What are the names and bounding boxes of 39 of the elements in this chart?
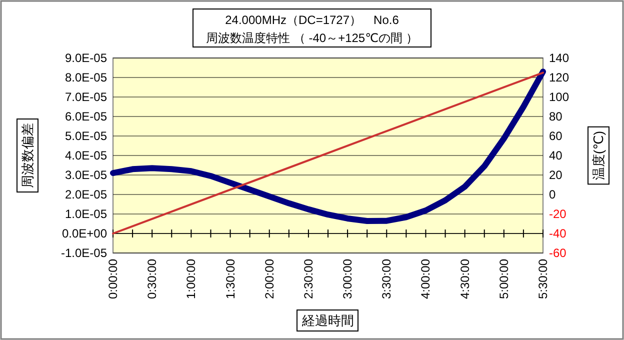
y2-tick-label: 20 xyxy=(549,168,563,182)
y-axis-title: 周波数偏差 xyxy=(20,123,35,188)
x-tick-label: 5:00:00 xyxy=(496,258,511,300)
y2-tick-label: 60 xyxy=(549,129,563,143)
y-tick-label: 7.0E-05 xyxy=(64,90,108,104)
y-tick-label: 4.0E-05 xyxy=(64,148,108,162)
y2-tick-label: 140 xyxy=(549,51,570,65)
y-tick-label: 8.0E-05 xyxy=(64,70,108,84)
chart-subtitle: 周波数温度特性 （ -40～+125℃の間 ） xyxy=(206,31,418,45)
y2-axis-title: 温度(℃) xyxy=(591,130,606,180)
x-tick-label: 3:00:00 xyxy=(340,258,355,300)
x-tick-label: 1:30:00 xyxy=(223,258,238,300)
y-tick-label: 5.0E-05 xyxy=(64,129,108,143)
y-tick-label: 9.0E-05 xyxy=(64,51,108,65)
y-tick-label: -1.0E-05 xyxy=(60,246,108,260)
y-tick-label: 3.0E-05 xyxy=(64,168,108,182)
y2-tick-label: 0 xyxy=(549,188,556,202)
x-tick-label: 2:00:00 xyxy=(262,258,276,300)
y2-tick-label: -60 xyxy=(549,246,567,260)
x-tick-label: 0:30:00 xyxy=(145,258,160,300)
y-tick-label: 6.0E-05 xyxy=(64,110,108,124)
y2-tick-label: -20 xyxy=(549,207,567,221)
x-tick-label: 3:30:00 xyxy=(380,258,394,300)
x-tick-label: 2:30:00 xyxy=(301,258,316,300)
x-tick-label: 4:00:00 xyxy=(418,258,433,300)
y2-tick-label: -40 xyxy=(549,226,567,240)
y2-tick-label: 120 xyxy=(549,70,570,84)
y2-tick-label: 100 xyxy=(549,90,570,104)
y2-tick-label: 80 xyxy=(549,110,563,124)
y-tick-label: 2.0E-05 xyxy=(64,188,108,202)
y-tick-label: 1.0E-05 xyxy=(64,207,108,221)
x-axis-title: 経過時間 xyxy=(301,313,354,328)
chart-title: 24.000MHz（DC=1727） No.6 xyxy=(225,13,400,27)
x-tick-label: 4:30:00 xyxy=(458,258,472,300)
y-tick-label: 0.0E+00 xyxy=(62,226,108,240)
x-tick-label: 5:30:00 xyxy=(536,258,550,300)
x-tick-label: 0:00:00 xyxy=(106,258,120,300)
y2-tick-label: 40 xyxy=(549,148,563,162)
x-tick-label: 1:00:00 xyxy=(184,258,198,300)
